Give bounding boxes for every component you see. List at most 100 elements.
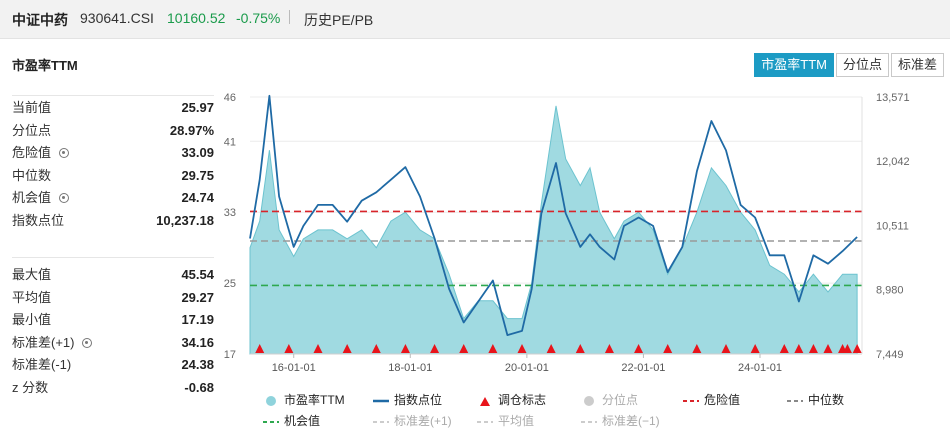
stat-value-mean: 29.27	[181, 289, 214, 305]
index-line-layer	[249, 94, 858, 336]
legend-item[interactable]: 指数点位	[372, 391, 442, 409]
stat-label-std-plus: 标准差(+1)	[12, 334, 75, 350]
index-header: 中证中药 930641.CSI 10160.52 -0.75% 历史PE/PB	[0, 0, 950, 39]
gear-icon[interactable]	[82, 337, 93, 348]
legend-item[interactable]: 平均值	[476, 412, 534, 430]
legend-label: 调仓标志	[498, 393, 547, 407]
gear-icon[interactable]	[59, 193, 70, 203]
y-right-tick-label: 10,511	[876, 220, 909, 232]
stat-row: 当前值 25.97	[12, 97, 214, 120]
y-right-tick-label: 8,980	[876, 285, 904, 297]
legend-item[interactable]: 调仓标志	[476, 391, 546, 409]
rebalance-marker	[779, 344, 789, 353]
rebalance-marker	[459, 344, 469, 353]
stat-label-max: 最大值	[12, 267, 52, 282]
stat-label-zscore: z 分数	[12, 379, 49, 395]
rebalance-marker	[852, 344, 862, 353]
stat-label-current: 当前值	[12, 100, 52, 115]
pe-ttm-area	[249, 105, 858, 355]
header-divider	[289, 10, 290, 24]
stat-value-danger: 33.09	[181, 145, 214, 160]
stat-value-std-plus: 34.16	[181, 334, 214, 350]
legend-item[interactable]: 市盈率TTM	[262, 391, 345, 409]
rebalance-marker	[488, 344, 498, 353]
stat-row: 分位点 28.97%	[12, 120, 214, 143]
stat-value-index-level: 10,237.18	[156, 212, 214, 228]
rebalance-marker	[313, 344, 323, 353]
stat-label-min: 最小值	[12, 312, 52, 327]
view-type-label: 历史PE/PB	[304, 12, 374, 28]
legend-item[interactable]: 标准差(+1)	[372, 412, 452, 430]
rebalance-marker	[371, 344, 381, 353]
stats-current: 当前值 25.97 分位点 28.97% 危险值 33.09 中位数 29.75…	[12, 97, 214, 232]
stat-row: 最小值 17.19	[12, 309, 214, 332]
stat-label-opportunity: 机会值	[12, 190, 52, 205]
line-swatch-icon	[373, 399, 389, 403]
chart-axes: 17 25 33 41 46 7,449 8,980 10,511 12,042 13,571 16…	[224, 92, 910, 374]
reference-lines	[250, 210, 862, 287]
rebalance-marker	[692, 344, 702, 353]
rebalance-marker	[604, 344, 614, 353]
index-level-line	[249, 94, 858, 336]
tab-percentile[interactable]: 分位点	[835, 53, 889, 77]
stat-row: 指数点位 10,237.18	[12, 210, 214, 233]
rebalance-marker	[634, 344, 644, 353]
stat-label-percentile: 分位点	[12, 122, 52, 138]
stats-history: 最大值 45.54 平均值 29.27 最小值 17.19 标准差(+1) 34…	[12, 264, 214, 399]
stats-divider-top	[12, 95, 214, 96]
rebalance-marker	[808, 344, 818, 353]
legend-label: 机会值	[284, 414, 321, 428]
stat-row: z 分数 -0.68	[12, 377, 214, 400]
rebalance-marker	[794, 344, 804, 353]
dash-swatch-icon	[477, 420, 493, 423]
legend-label: 市盈率TTM	[284, 393, 345, 407]
tab-std-dev[interactable]: 标准差	[890, 53, 944, 77]
y-left-tick-label: 25	[224, 278, 236, 290]
y-right-tick-label: 7,449	[876, 349, 904, 361]
stats-divider-middle	[12, 257, 214, 258]
legend-label: 危险值	[704, 393, 741, 407]
legend-label: 标准差(−1)	[602, 414, 660, 428]
rebalance-marker	[823, 344, 833, 353]
x-tick-label: 18-01-01	[388, 362, 432, 374]
legend-item[interactable]: 标准差(−1)	[580, 412, 660, 430]
dash-swatch-icon	[683, 399, 699, 402]
legend-label: 中位数	[808, 393, 845, 407]
gear-icon[interactable]	[59, 148, 70, 158]
stat-row: 平均值 29.27	[12, 287, 214, 310]
legend-item[interactable]: 机会值	[262, 412, 320, 430]
dash-swatch-icon	[581, 420, 597, 423]
triangle-swatch-icon	[480, 396, 490, 406]
dash-swatch-icon	[787, 399, 803, 402]
pe-area-layer	[249, 105, 858, 355]
legend-item[interactable]: 危险值	[682, 391, 740, 409]
stat-value-std-minus: 24.38	[181, 357, 214, 372]
rebalance-marker	[575, 344, 585, 353]
stat-value-opportunity: 24.74	[181, 190, 214, 205]
stat-row: 机会值 24.74	[12, 187, 214, 210]
y-right-tick-label: 13,571	[876, 92, 910, 104]
rebalance-marker	[750, 344, 760, 353]
dash-swatch-icon	[263, 420, 279, 423]
tab-pe-ttm[interactable]: 市盈率TTM	[754, 53, 834, 77]
x-tick-label: 22-01-01	[621, 362, 665, 374]
legend-item[interactable]: 分位点	[580, 391, 638, 409]
legend-label: 分位点	[602, 393, 639, 407]
index-code: 930641.CSI	[80, 10, 154, 26]
stat-value-min: 17.19	[181, 312, 214, 327]
x-tick-label: 16-01-01	[272, 362, 316, 374]
y-left-tick-label: 46	[224, 92, 236, 104]
stat-value-max: 45.54	[181, 267, 214, 282]
stat-value-median: 29.75	[181, 167, 214, 183]
rebalance-markers	[255, 344, 862, 353]
stat-label-index-level: 指数点位	[12, 212, 65, 228]
rebalance-marker	[400, 344, 410, 353]
legend-item[interactable]: 中位数	[786, 391, 844, 409]
stat-value-current: 25.97	[181, 100, 214, 115]
rebalance-marker	[663, 344, 673, 353]
metric-tabs: 市盈率TTM 分位点 标准差	[752, 53, 944, 77]
stat-row: 标准差(-1) 24.38	[12, 354, 214, 377]
x-tick-label: 20-01-01	[505, 362, 549, 374]
rebalance-marker	[430, 344, 440, 353]
